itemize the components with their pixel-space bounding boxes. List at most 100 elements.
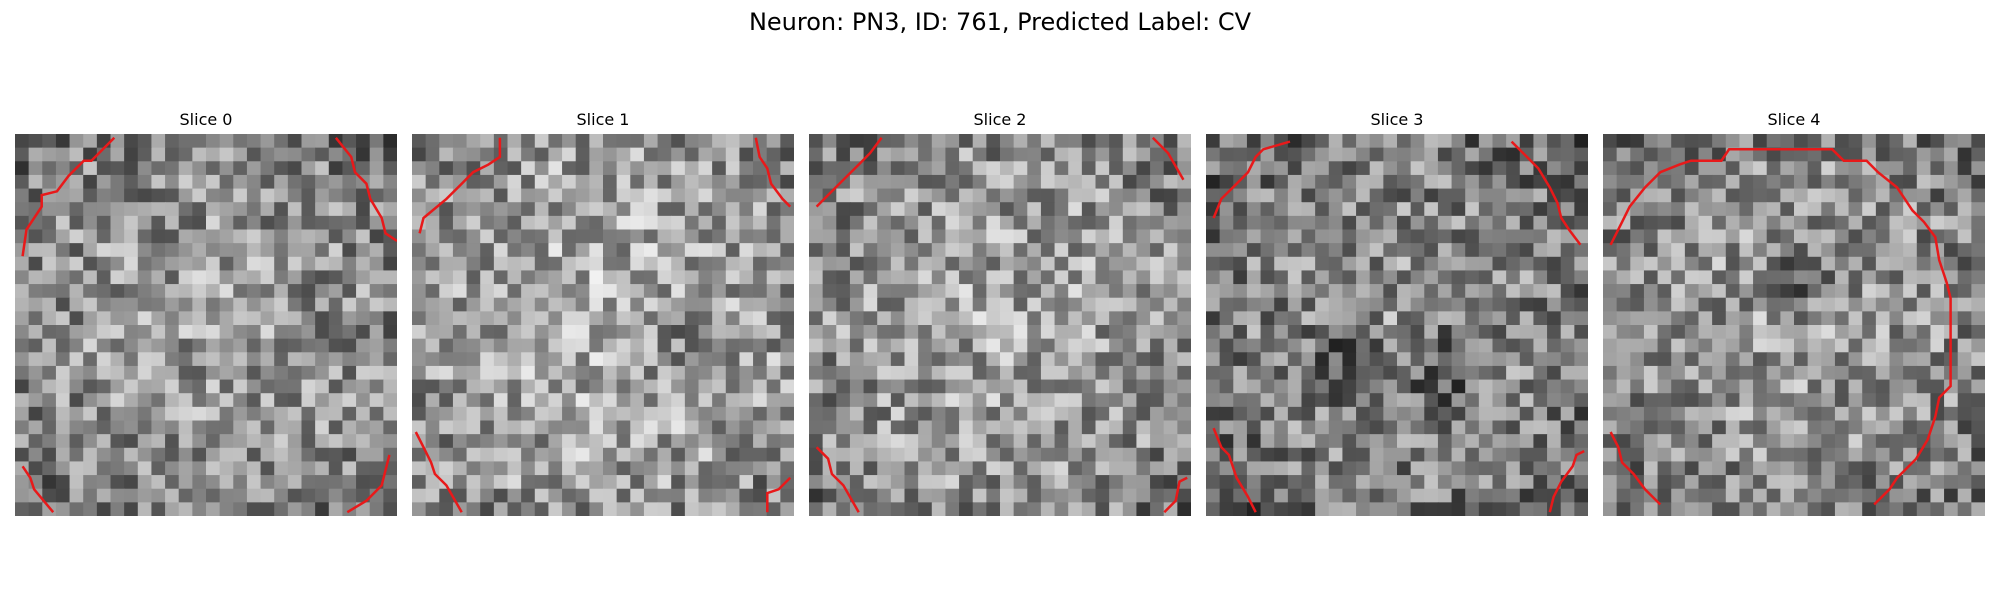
pixel-cell: [1630, 434, 1645, 449]
pixel-cell: [945, 256, 960, 272]
pixel-cell: [1807, 461, 1822, 476]
pixel-cell: [1766, 406, 1781, 422]
pixel-cell: [1862, 475, 1877, 490]
pixel-cell: [206, 202, 221, 217]
pixel-cell: [1410, 174, 1425, 190]
pixel-cell: [1684, 393, 1700, 408]
pixel-cell: [849, 215, 865, 231]
pixel-cell: [1233, 338, 1248, 353]
pixel-cell: [1560, 147, 1575, 162]
pixel-cell: [1533, 243, 1548, 258]
pixel-cell: [1301, 475, 1316, 490]
pixel-cell: [657, 270, 672, 285]
pixel-cell: [753, 174, 768, 190]
pixel-cell: [151, 475, 166, 490]
pixel-cell: [342, 311, 357, 326]
pixel-cell: [1712, 447, 1727, 463]
pixel-cell: [1519, 161, 1535, 176]
pixel-cell: [548, 202, 563, 217]
pixel-cell: [1356, 406, 1371, 422]
pixel-cell: [918, 502, 933, 516]
pixel-cell: [1684, 406, 1700, 422]
pixel-cell: [1971, 270, 1985, 285]
pixel-cell: [890, 434, 906, 449]
pixel-cell: [301, 229, 316, 244]
pixel-cell: [1027, 147, 1042, 162]
pixel-cell: [890, 134, 906, 149]
pixel-cell: [589, 215, 604, 231]
slice-title: Slice 3: [1370, 110, 1424, 129]
pixel-cell: [1506, 311, 1521, 326]
pixel-cell: [480, 393, 495, 408]
pixel-cell: [1560, 502, 1575, 516]
pixel-cell: [1315, 338, 1330, 353]
pixel-cell: [766, 229, 781, 244]
pixel-cell: [822, 229, 837, 244]
pixel-cell: [1807, 174, 1822, 190]
pixel-cell: [1889, 420, 1904, 435]
pixel-cell: [1027, 161, 1042, 176]
pixel-cell: [1246, 461, 1262, 476]
pixel-cell: [192, 174, 207, 190]
pixel-cell: [1739, 297, 1754, 312]
pixel-cell: [809, 502, 824, 516]
pixel-cell: [1725, 297, 1741, 312]
pixel-cell: [1465, 147, 1480, 162]
pixel-cell: [1725, 256, 1741, 272]
pixel-cell: [1054, 243, 1069, 258]
pixel-cell: [780, 338, 794, 353]
pixel-cell: [1040, 365, 1056, 381]
pixel-cell: [383, 188, 397, 203]
pixel-cell: [1397, 134, 1412, 149]
pixel-cell: [684, 311, 700, 326]
pixel-cell: [1492, 202, 1507, 217]
pixel-cell: [1519, 379, 1535, 394]
pixel-cell: [1027, 434, 1042, 449]
pixel-cell: [657, 406, 672, 422]
pixel-cell: [1342, 475, 1357, 490]
pixel-cell: [1136, 325, 1151, 340]
pixel-cell: [863, 174, 878, 190]
pixel-cell: [1821, 502, 1836, 516]
pixel-cell: [986, 393, 1001, 408]
pixel-cell: [1930, 161, 1945, 176]
pixel-cell: [1000, 297, 1015, 312]
pixel-cell: [521, 352, 536, 367]
pixel-cell: [931, 243, 947, 258]
pixel-cell: [904, 297, 919, 312]
pixel-cell: [328, 475, 344, 490]
pixel-cell: [165, 229, 180, 244]
pixel-cell: [1000, 134, 1015, 149]
pixel-cell: [849, 434, 865, 449]
pixel-cell: [890, 270, 906, 285]
pixel-cell: [1478, 502, 1494, 516]
pixel-cell: [452, 174, 468, 190]
pixel-cell: [1328, 393, 1344, 408]
pixel-cell: [1233, 270, 1248, 285]
pixel-cell: [1369, 488, 1384, 503]
pixel-cell: [192, 379, 207, 394]
pixel-cell: [959, 311, 974, 326]
pixel-cell: [959, 325, 974, 340]
pixel-cell: [439, 256, 454, 272]
pixel-cell: [1424, 461, 1439, 476]
pixel-cell: [369, 297, 384, 312]
pixel-cell: [548, 365, 563, 381]
pixel-cell: [1122, 188, 1138, 203]
pixel-cell: [1603, 352, 1618, 367]
pixel-cell: [809, 338, 824, 353]
pixel-cell: [369, 147, 384, 162]
pixel-cell: [1342, 461, 1357, 476]
pixel-cell: [1260, 475, 1275, 490]
pixel-cell: [643, 447, 659, 463]
pixel-cell: [1000, 270, 1015, 285]
pixel-cell: [1875, 134, 1891, 149]
pixel-cell: [96, 434, 112, 449]
pixel-cell: [466, 365, 481, 381]
pixel-cell: [1643, 365, 1659, 381]
pixel-cell: [1684, 475, 1700, 490]
pixel-cell: [766, 338, 781, 353]
pixel-cell: [369, 379, 384, 394]
pixel-cell: [1616, 243, 1631, 258]
pixel-cell: [1684, 420, 1700, 435]
